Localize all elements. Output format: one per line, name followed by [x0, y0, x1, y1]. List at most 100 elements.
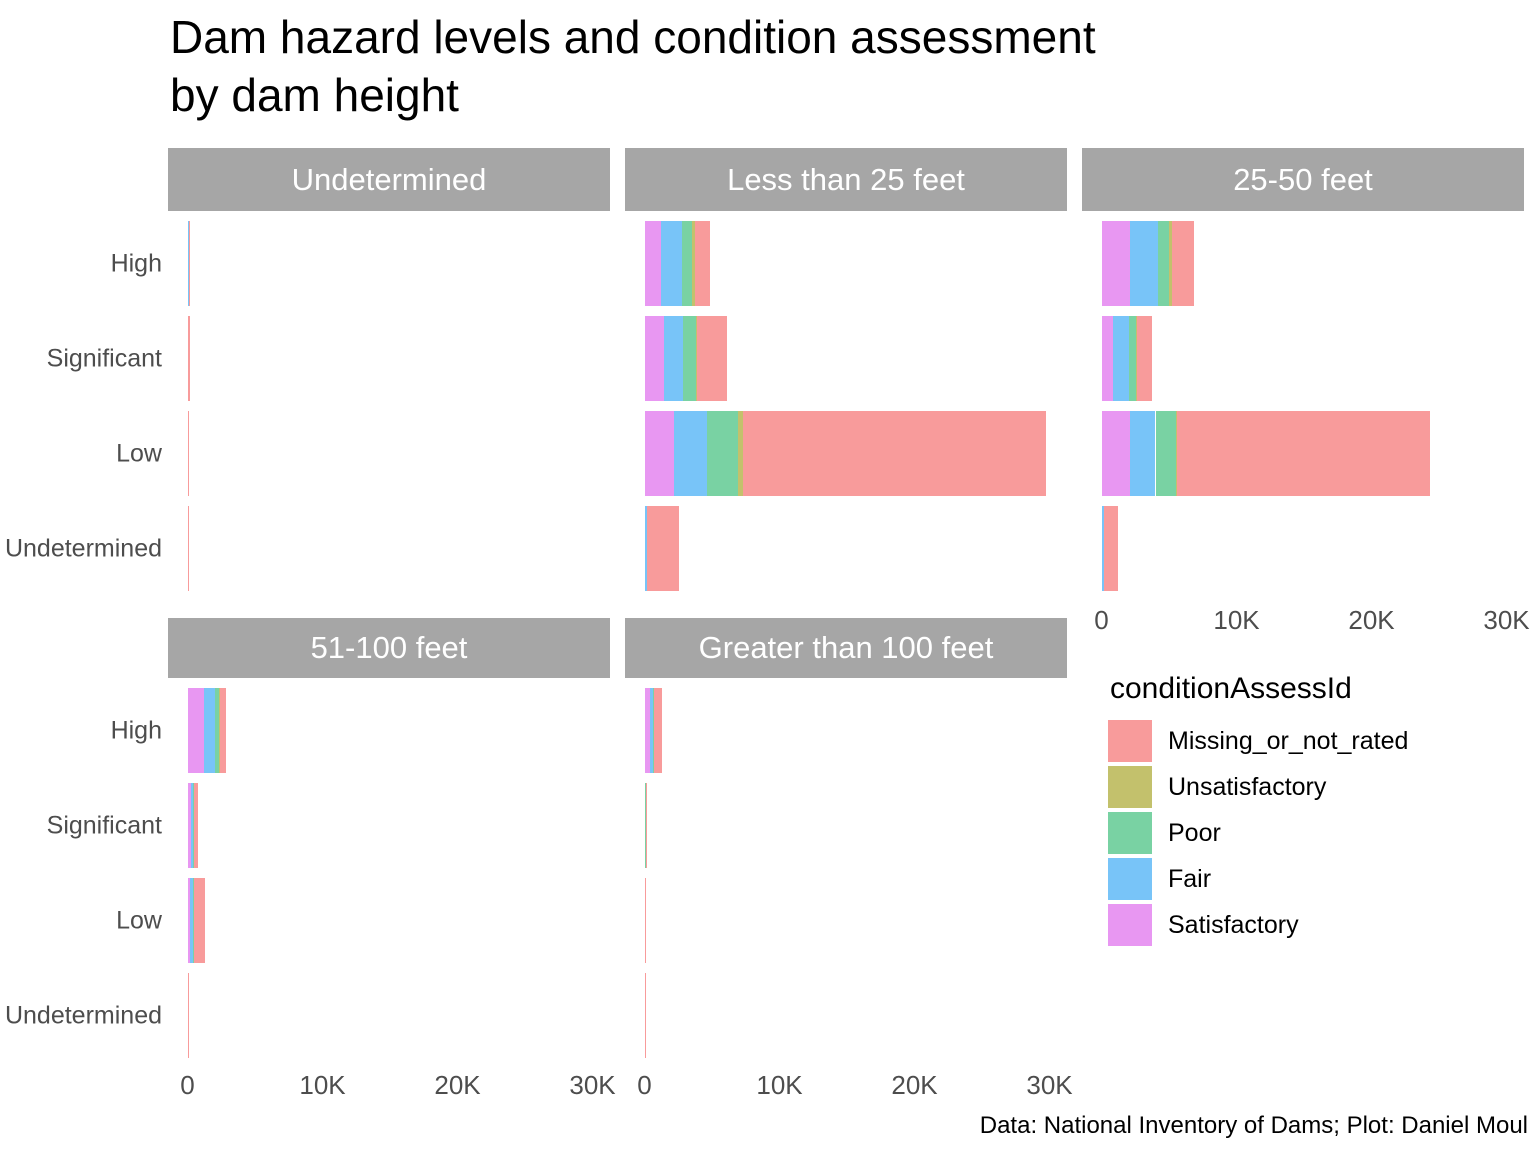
bar-segment: [649, 688, 654, 773]
bar-segment: [646, 506, 680, 591]
bar-segment: [1128, 316, 1136, 401]
legend-item: Missing_or_not_rated: [1108, 720, 1408, 762]
legend-item-label: Satisfactory: [1168, 910, 1299, 939]
chart-title-line1: Dam hazard levels and condition assessme…: [170, 11, 1096, 63]
bar-segment: [644, 783, 646, 868]
bar-segment: [1129, 411, 1156, 496]
bar-segment: [187, 221, 190, 306]
bar-segment: [1176, 411, 1178, 496]
legend-item: Unsatisfactory: [1108, 766, 1408, 808]
bar-segment: [696, 316, 698, 401]
x-axis-tick-label: 20K: [891, 1070, 938, 1100]
bar-segment: [695, 221, 710, 306]
bar-segment: [203, 688, 216, 773]
bar-segment: [1101, 411, 1130, 496]
bar-segment: [193, 783, 199, 868]
legend-item: Poor: [1108, 812, 1408, 854]
bar-segment: [1155, 411, 1177, 496]
chart-title: Dam hazard levels and condition assessme…: [170, 8, 1096, 124]
bar-segment: [644, 688, 650, 773]
bar-segment: [190, 878, 194, 963]
chart-title-line2: by dam height: [170, 69, 459, 121]
bar-segment: [1171, 221, 1194, 306]
bar-segment: [189, 221, 191, 306]
facet-strip-label: Greater than 100 feet: [698, 630, 994, 665]
legend-swatch-fair: [1108, 858, 1152, 900]
bar-segment: [187, 688, 204, 773]
legend-item-label: Unsatisfactory: [1168, 772, 1327, 801]
bar-segment: [653, 688, 654, 773]
facet-panel: [168, 682, 610, 1062]
bar-segment: [644, 411, 675, 496]
x-axis-tick-label: 30K: [1483, 605, 1530, 635]
y-axis-label: Low: [116, 439, 162, 467]
bar-segment: [644, 878, 646, 963]
bar-segment: [1169, 221, 1172, 306]
legend: conditionAssessId Missing_or_not_rated Un…: [1108, 672, 1408, 950]
bar-segment: [645, 783, 647, 868]
legend-swatch-poor: [1108, 812, 1152, 854]
x-axis-tick-label: 10K: [756, 1070, 803, 1100]
facet-panel: [168, 215, 610, 600]
x-axis-tick-label: 20K: [1348, 605, 1395, 635]
bar-segment: [743, 411, 1047, 496]
x-axis-tick-label: 0: [1094, 605, 1109, 635]
bar-segment: [1101, 506, 1105, 591]
facet-strip: 25-50 feet: [1082, 148, 1524, 211]
y-axis-label: Significant: [46, 344, 162, 372]
bar-segment: [692, 221, 696, 306]
bar-segment: [187, 783, 192, 868]
x-axis-tick-label: 30K: [569, 1070, 616, 1100]
facet-panel: [1082, 215, 1524, 600]
facet-panel: [625, 682, 1067, 1062]
facet-strip: Less than 25 feet: [625, 148, 1067, 211]
legend-item-label: Poor: [1168, 818, 1221, 847]
bar-segment: [674, 411, 707, 496]
y-axis-label: Undetermined: [4, 1001, 162, 1029]
legend-swatch-unsatisfactory: [1108, 766, 1152, 808]
bar-segment: [654, 688, 662, 773]
bar-segment: [644, 221, 661, 306]
facet-strip-label: 51-100 feet: [310, 630, 468, 665]
bar-segment: [187, 973, 189, 1058]
bar-segment: [737, 411, 744, 496]
bar-segment: [1177, 411, 1430, 496]
bar-segment: [682, 316, 697, 401]
bar-segment: [682, 221, 693, 306]
bar-segment: [664, 316, 683, 401]
facet-strip: 51-100 feet: [168, 618, 610, 678]
bar-segment: [218, 688, 221, 773]
facet-strip-label: 25-50 feet: [1233, 161, 1373, 197]
legend-item: Fair: [1108, 858, 1408, 900]
bar-segment: [644, 506, 647, 591]
bar-segment: [1101, 221, 1130, 306]
bar-segment: [191, 783, 194, 868]
legend-item-label: Fair: [1168, 864, 1212, 893]
bar-segment: [1113, 316, 1129, 401]
bar-segment: [1129, 221, 1159, 306]
bar-segment: [1158, 221, 1170, 306]
y-axis-label: Low: [116, 906, 162, 934]
x-axis-tick-label: 10K: [1213, 605, 1260, 635]
x-axis-tick-label: 30K: [1026, 1070, 1073, 1100]
bar-segment: [193, 878, 206, 963]
bar-segment: [1104, 506, 1118, 591]
legend-swatch-satisfactory: [1108, 904, 1152, 946]
legend-item-label: Missing_or_not_rated: [1168, 726, 1409, 755]
y-axis-label: High: [110, 249, 162, 277]
bar-segment: [220, 688, 227, 773]
legend-title: conditionAssessId: [1110, 672, 1352, 705]
bar-segment: [660, 221, 683, 306]
bar-segment: [187, 316, 190, 401]
bar-segment: [1135, 316, 1137, 401]
bar-segment: [1136, 316, 1153, 401]
bar-segment: [644, 316, 665, 401]
facet-strip: Greater than 100 feet: [625, 618, 1067, 678]
y-axis-label: High: [110, 716, 162, 744]
facet-strip-label: Undetermined: [291, 161, 487, 197]
bar-segment: [215, 688, 219, 773]
legend-items: Missing_or_not_rated Unsatisfactory Poor Fa…: [1108, 720, 1408, 946]
bar-segment: [1101, 316, 1114, 401]
bar-segment: [706, 411, 738, 496]
